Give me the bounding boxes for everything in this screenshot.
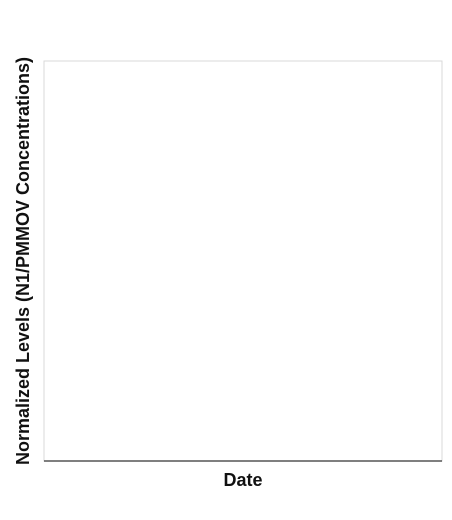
x-axis-label: Date	[223, 470, 262, 490]
plot-area	[43, 60, 443, 462]
y-axis-label: Normalized Levels (N1/PMMOV Concentratio…	[13, 57, 33, 465]
